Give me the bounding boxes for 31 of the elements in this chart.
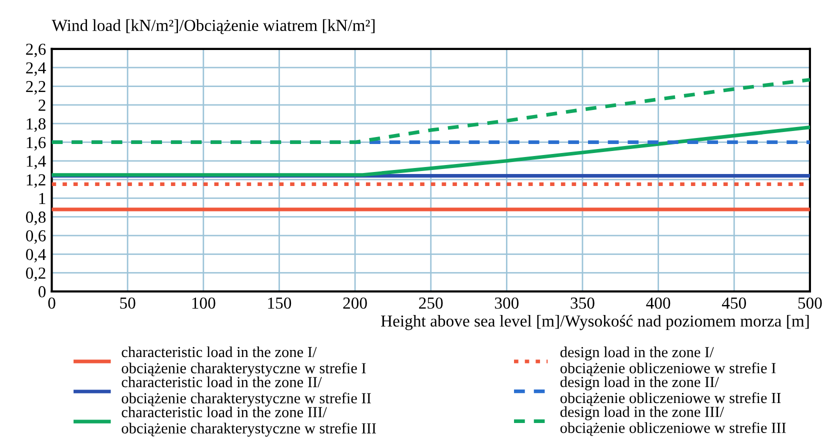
x-tick-label: 200 <box>343 298 367 309</box>
y-tick-label: 0,4 <box>26 248 46 263</box>
legend-label: design load in the zone III/ obciążenie obliczeniowe w strefie III <box>560 406 786 436</box>
y-tick-label: 2,6 <box>26 44 46 58</box>
x-tick-label: 450 <box>722 298 746 309</box>
line-series <box>52 126 810 177</box>
x-tick-label: 100 <box>192 298 216 309</box>
y-axis-title: Wind load [kN/m²]/Obciążenie wiatrem [kN/m²] <box>52 19 375 34</box>
y-tick-label: 0 <box>38 286 46 298</box>
y-tick-label: 1 <box>39 192 46 204</box>
legend-label: characteristic load in the zone III/ obciążenie charakterystyczne w strefie III <box>122 406 376 437</box>
x-tick-label: 50 <box>120 298 136 309</box>
y-tick-label: 0,6 <box>26 230 46 244</box>
y-tick-label: 2,4 <box>26 62 46 76</box>
x-axis-title: Height above sea level [m]/Wysokość nad poziomem morza [m] <box>381 314 809 330</box>
y-tick-label: 1,4 <box>26 156 46 170</box>
x-tick-label: 150 <box>268 298 292 309</box>
x-tick-label: 350 <box>570 298 594 309</box>
y-tick-label: 2 <box>38 100 46 111</box>
y-tick-label: 1,6 <box>26 136 46 151</box>
x-tick-label: 0 <box>48 298 56 309</box>
x-tick-label: 250 <box>419 298 443 309</box>
y-tick-label: 0,2 <box>26 268 46 282</box>
y-tick-label: 2,2 <box>26 81 46 95</box>
x-tick-label: 300 <box>494 298 519 309</box>
x-tick-label: 400 <box>646 298 670 309</box>
x-tick-label: 500 <box>798 298 822 309</box>
y-tick-label: 0,8 <box>26 212 46 226</box>
y-tick-label: 1,2 <box>26 174 46 188</box>
y-tick-label: 1,8 <box>26 118 46 132</box>
line-series <box>52 78 810 144</box>
